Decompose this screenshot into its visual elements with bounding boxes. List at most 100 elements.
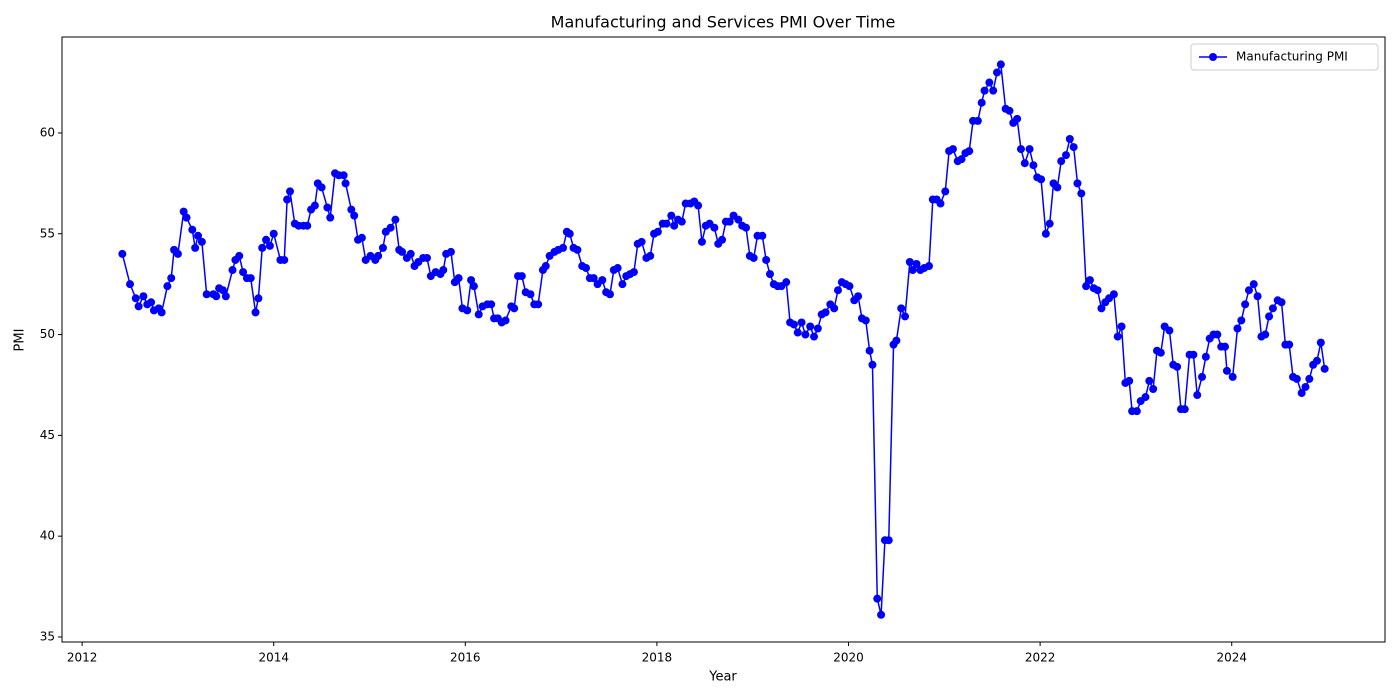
point: [386, 223, 395, 232]
point: [1053, 183, 1062, 192]
point: [1061, 151, 1070, 160]
plot-frame: [61, 36, 1386, 643]
point: [1277, 298, 1286, 307]
y-tick-label: 55: [40, 226, 55, 240]
point: [1125, 376, 1134, 385]
point: [469, 282, 478, 291]
point: [1193, 391, 1202, 400]
point: [1201, 352, 1210, 361]
point: [1065, 135, 1074, 144]
point: [235, 251, 244, 260]
point: [677, 217, 686, 226]
point: [378, 243, 387, 252]
point: [694, 201, 703, 210]
point: [718, 235, 727, 244]
point: [589, 274, 598, 283]
point: [1132, 407, 1141, 416]
point: [218, 286, 227, 295]
point: [821, 308, 830, 317]
point: [179, 207, 188, 216]
y-tick-label: 45: [40, 428, 55, 442]
y-tick-label: 60: [40, 125, 55, 139]
point: [965, 147, 974, 156]
x-tick-label: 2012: [67, 651, 98, 665]
point: [131, 294, 140, 303]
point: [905, 257, 914, 266]
point: [1213, 330, 1222, 339]
point: [1312, 356, 1321, 365]
point: [1233, 324, 1242, 333]
point: [188, 225, 197, 234]
point: [422, 253, 431, 262]
point: [1045, 219, 1054, 228]
point: [845, 282, 854, 291]
point: [228, 266, 237, 275]
point: [1320, 364, 1329, 373]
point: [212, 292, 221, 301]
legend-box: [1190, 43, 1379, 71]
point: [118, 249, 127, 258]
point: [398, 247, 407, 256]
point: [374, 251, 383, 260]
point: [1198, 372, 1207, 381]
point: [977, 98, 986, 107]
point: [877, 610, 886, 619]
point: [873, 594, 882, 603]
point: [1013, 114, 1022, 123]
point: [662, 219, 671, 228]
point: [463, 306, 472, 315]
point: [167, 274, 176, 283]
point: [173, 249, 182, 258]
point: [582, 264, 591, 273]
point: [474, 310, 483, 319]
point: [1016, 145, 1025, 154]
point: [1085, 276, 1094, 285]
point: [194, 231, 203, 240]
point: [269, 229, 278, 238]
legend-label: Manufacturing PMI: [1236, 50, 1348, 64]
point: [989, 86, 998, 95]
point: [1156, 348, 1165, 357]
point: [1222, 366, 1231, 375]
point: [126, 280, 135, 289]
point: [439, 266, 448, 275]
point: [286, 187, 295, 196]
point: [1069, 143, 1078, 152]
point: [534, 300, 543, 309]
point: [254, 294, 263, 303]
point: [1077, 189, 1086, 198]
point: [941, 187, 950, 196]
point: [1241, 300, 1250, 309]
point: [613, 264, 622, 273]
point: [357, 233, 366, 242]
point: [1305, 374, 1314, 383]
point: [854, 292, 863, 301]
point: [1113, 332, 1122, 341]
point: [865, 346, 874, 355]
point: [598, 276, 607, 285]
point: [1265, 312, 1274, 321]
point: [1117, 322, 1126, 331]
point: [573, 245, 582, 254]
point: [957, 155, 966, 164]
point: [1253, 292, 1262, 301]
point: [517, 272, 526, 281]
point: [948, 145, 957, 154]
point: [996, 60, 1005, 69]
point: [762, 255, 771, 264]
point: [1261, 330, 1270, 339]
point: [980, 86, 989, 95]
point: [830, 304, 839, 313]
point: [326, 213, 335, 222]
point: [782, 278, 791, 287]
x-tick-label: 2024: [1216, 651, 1247, 665]
point: [789, 320, 798, 329]
point: [1145, 376, 1154, 385]
point: [1057, 157, 1066, 166]
point: [936, 199, 945, 208]
point: [1141, 393, 1150, 402]
point: [618, 280, 627, 289]
y-tick-label: 35: [40, 629, 55, 643]
point: [163, 282, 172, 291]
